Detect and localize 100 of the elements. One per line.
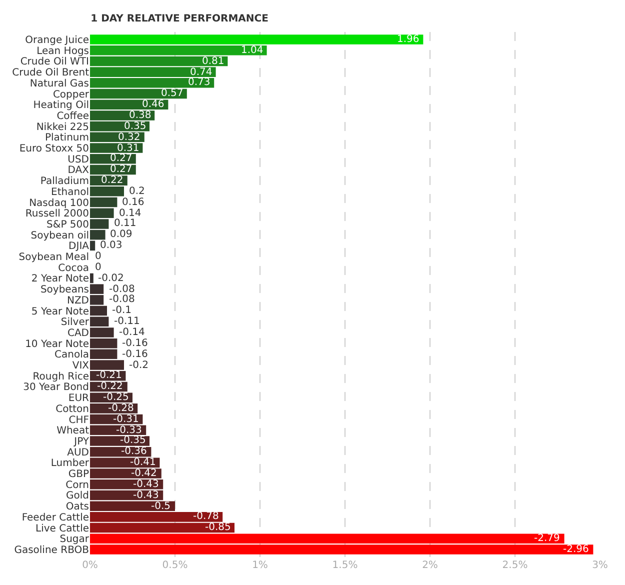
y-tick-label: Oats bbox=[66, 502, 89, 513]
y-tick-label: Sugar bbox=[60, 534, 90, 546]
y-tick-label: Copper bbox=[52, 89, 90, 100]
data-label: -0.16 bbox=[122, 349, 148, 360]
data-label: -0.43 bbox=[133, 479, 159, 490]
y-tick-label: Corn bbox=[66, 480, 89, 491]
y-tick-label: Palladium bbox=[40, 176, 89, 188]
y-tick-label: Crude Oil WTI bbox=[20, 56, 89, 68]
data-label: 0 bbox=[95, 251, 102, 262]
data-label: -0.08 bbox=[109, 284, 135, 295]
y-tick-label: Cotton bbox=[56, 404, 89, 415]
x-tick-label: 1% bbox=[252, 560, 268, 571]
y-tick-label: AUD bbox=[67, 447, 90, 458]
y-tick-label: Gold bbox=[66, 490, 89, 502]
y-tick-label: CAD bbox=[67, 328, 90, 339]
data-label: 0.14 bbox=[119, 208, 142, 219]
data-label: -2.96 bbox=[563, 544, 589, 555]
data-label: 1.96 bbox=[397, 34, 420, 45]
y-tick-label: Heating Oil bbox=[33, 100, 89, 112]
data-label: -2.79 bbox=[534, 533, 560, 544]
y-tick-label: DJIA bbox=[68, 241, 90, 252]
y-tick-label: Ethanol bbox=[51, 186, 89, 198]
data-label: -0.2 bbox=[129, 360, 149, 371]
y-tick-label: CHF bbox=[68, 414, 90, 426]
chart-title: 1 DAY RELATIVE PERFORMANCE bbox=[90, 14, 269, 25]
y-tick-label: Russell 2000 bbox=[25, 208, 89, 220]
data-label: -0.14 bbox=[119, 327, 145, 338]
y-tick-label: Feeder Cattle bbox=[22, 512, 89, 524]
data-label: -0.11 bbox=[114, 316, 140, 327]
data-label: -0.33 bbox=[116, 425, 142, 436]
x-tick-label: 2.5% bbox=[502, 560, 528, 571]
data-label: -0.31 bbox=[113, 414, 139, 425]
data-label: 0.03 bbox=[100, 240, 122, 251]
data-label: -0.28 bbox=[108, 403, 134, 414]
y-tick-label: NZD bbox=[66, 295, 90, 306]
data-label: -0.5 bbox=[151, 501, 171, 512]
data-label: 0.35 bbox=[124, 121, 146, 132]
data-label: -0.42 bbox=[131, 468, 157, 479]
data-label: -0.21 bbox=[96, 370, 122, 381]
y-tick-label: Soybean oil bbox=[30, 230, 89, 242]
y-tick-label: DAX bbox=[68, 165, 90, 176]
data-label: -0.08 bbox=[109, 294, 135, 305]
data-label: -0.02 bbox=[98, 273, 124, 284]
y-tick-label: Coffee bbox=[56, 110, 89, 122]
y-tick-label: Lumber bbox=[50, 458, 90, 470]
y-tick-label: VIX bbox=[72, 360, 90, 372]
y-tick-label: Silver bbox=[60, 317, 90, 328]
y-tick-label: Soybeans bbox=[40, 284, 89, 296]
bar bbox=[90, 45, 267, 56]
data-label: -0.78 bbox=[193, 511, 219, 522]
y-tick-label: 2 Year Note bbox=[31, 274, 89, 285]
y-tick-label: Lean Hogs bbox=[36, 46, 89, 57]
x-tick-label: 1.5% bbox=[332, 560, 358, 571]
x-tick-label: 3% bbox=[592, 560, 608, 571]
data-label: 0.46 bbox=[142, 99, 164, 110]
y-tick-label: Euro Stoxx 50 bbox=[19, 144, 89, 155]
data-label: 0.27 bbox=[110, 164, 132, 175]
data-label: 0.2 bbox=[129, 186, 145, 197]
x-tick-label: 0% bbox=[82, 560, 98, 571]
y-tick-label: Live Cattle bbox=[36, 523, 89, 534]
y-tick-label: Gasoline RBOB bbox=[14, 545, 90, 556]
x-tick-label: 0.5% bbox=[162, 560, 188, 571]
data-label: 0.81 bbox=[202, 56, 224, 67]
y-tick-label: S&P 500 bbox=[46, 219, 89, 230]
data-label: -0.43 bbox=[133, 490, 159, 501]
y-tick-label: 5 Year Note bbox=[31, 306, 89, 318]
y-tick-label: Rough Rice bbox=[32, 371, 89, 382]
y-tick-label: Platinum bbox=[44, 132, 89, 144]
data-label: -0.16 bbox=[122, 338, 148, 349]
y-tick-label: EUR bbox=[68, 393, 90, 404]
y-tick-label: Wheat bbox=[56, 426, 90, 437]
data-label: 0.22 bbox=[101, 175, 124, 186]
data-label: 0.73 bbox=[188, 77, 210, 88]
data-label: -0.85 bbox=[205, 522, 231, 533]
y-tick-label: Canola bbox=[54, 350, 89, 361]
y-tick-label: USD bbox=[68, 154, 90, 166]
data-label: 0.16 bbox=[122, 197, 144, 208]
data-label: 0.74 bbox=[190, 67, 212, 78]
y-tick-label: Soybean Meal bbox=[18, 252, 89, 264]
data-label: 0.38 bbox=[129, 110, 152, 121]
y-tick-label: 30 Year Bond bbox=[23, 382, 89, 394]
y-tick-label: Nasdaq 100 bbox=[29, 198, 89, 209]
data-label: 0.32 bbox=[118, 132, 140, 143]
data-label: 0.11 bbox=[114, 218, 136, 229]
data-label: -0.22 bbox=[97, 381, 123, 392]
data-label: -0.25 bbox=[103, 392, 129, 403]
bar bbox=[90, 34, 424, 44]
data-label: -0.35 bbox=[120, 435, 146, 446]
data-label: -0.1 bbox=[112, 305, 132, 316]
data-label: 0.57 bbox=[161, 88, 184, 99]
y-tick-label: Cocoa bbox=[58, 262, 89, 274]
y-tick-label: JPY bbox=[73, 436, 90, 448]
data-label: 0.31 bbox=[117, 143, 140, 154]
y-tick-label: Orange Juice bbox=[25, 35, 89, 46]
x-tick-label: 2% bbox=[422, 560, 438, 571]
y-tick-label: GBP bbox=[68, 469, 89, 480]
data-label: 0.27 bbox=[110, 153, 132, 164]
data-label: 0 bbox=[95, 262, 102, 273]
y-tick-label: Natural Gas bbox=[30, 78, 89, 90]
data-label: -0.41 bbox=[130, 457, 156, 468]
